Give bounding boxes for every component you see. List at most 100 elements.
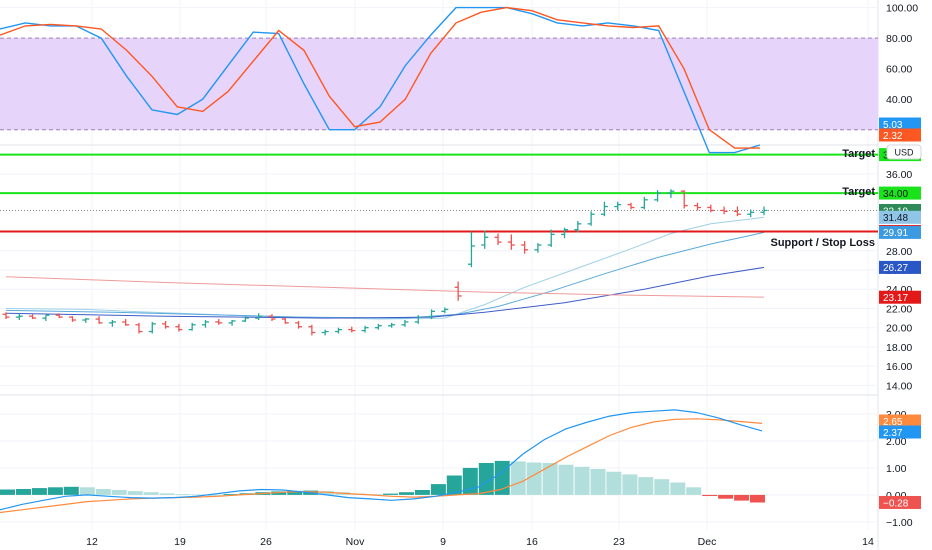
moving-average-ma_slow[interactable] [5,266,765,319]
macd-histogram-bar[interactable] [542,463,558,495]
ohlc-bar[interactable] [201,320,209,328]
ohlc-bar[interactable] [680,190,688,209]
ohlc-bar[interactable] [401,320,409,327]
macd-histogram-bar[interactable] [430,484,446,495]
ohlc-bar[interactable] [29,314,37,320]
ohlc-bar[interactable] [268,314,276,321]
ohlc-bar[interactable] [82,318,90,323]
ohlc-bar[interactable] [361,325,369,333]
macd-histogram-bar[interactable] [111,490,127,495]
ohlc-bar[interactable] [707,204,715,213]
macd-histogram-bar[interactable] [271,491,287,495]
ohlc-bar[interactable] [42,314,50,321]
ohlc-bar[interactable] [334,327,342,334]
macd-histogram-bar[interactable] [31,488,47,495]
macd-line[interactable] [0,409,763,511]
ohlc-bar[interactable] [760,206,768,216]
macd-histogram-bar[interactable] [159,493,175,495]
ohlc-bar[interactable] [15,313,23,320]
macd-histogram-bar[interactable] [383,493,398,495]
ohlc-bar[interactable] [720,206,728,215]
ohlc-bar[interactable] [374,323,382,330]
moving-average-ma_fast[interactable] [5,216,765,320]
ohlc-bar[interactable] [255,313,263,320]
macd-histogram-bar[interactable] [223,494,239,496]
ohlc-bar[interactable] [414,315,422,324]
ohlc-bar[interactable] [747,209,755,218]
macd-histogram-bar[interactable] [718,494,734,499]
ohlc-bar[interactable] [667,189,675,198]
macd-histogram-bar[interactable] [287,490,303,495]
macd-histogram-bar[interactable] [702,494,718,496]
ohlc-bar[interactable] [507,234,515,250]
ohlc-bar[interactable] [428,309,436,320]
ohlc-bar[interactable] [295,320,303,329]
ohlc-bar[interactable] [521,241,529,254]
ohlc-bar[interactable] [733,206,741,217]
ohlc-bar[interactable] [68,316,76,322]
macd-histogram-bar[interactable] [143,492,159,495]
ohlc-bar[interactable] [654,190,662,202]
macd-histogram-bar[interactable] [127,491,143,495]
ohlc-bar[interactable] [481,230,489,249]
macd-histogram-bar[interactable] [638,477,654,495]
ohlc-bar[interactable] [241,316,249,322]
price-panel[interactable] [0,153,878,336]
macd-histogram-bar[interactable] [606,471,622,495]
macd-histogram-bar[interactable] [319,491,335,495]
ohlc-bar[interactable] [441,307,449,314]
ohlc-bar[interactable] [587,211,595,226]
macd-histogram-bar[interactable] [399,492,414,495]
ohlc-bar[interactable] [600,201,608,217]
ohlc-bar[interactable] [175,323,183,332]
stochastic-panel[interactable] [0,6,878,154]
ohlc-bar[interactable] [694,202,702,211]
ohlc-bar[interactable] [215,319,223,325]
ohlc-bar[interactable] [2,312,10,320]
macd-histogram-bar[interactable] [574,466,590,495]
ohlc-bar[interactable] [281,318,289,324]
macd-histogram-bar[interactable] [207,494,223,496]
ohlc-bar[interactable] [574,220,582,233]
macd-histogram-bar[interactable] [95,489,111,495]
ohlc-bar[interactable] [614,201,622,211]
ohlc-bar[interactable] [348,326,356,333]
ohlc-bar[interactable] [228,320,236,326]
macd-histogram-bar[interactable] [558,464,574,495]
ohlc-bar[interactable] [467,231,475,268]
ohlc-bar[interactable] [534,243,542,253]
macd-histogram-bar[interactable] [526,462,542,495]
ohlc-bar[interactable] [494,233,502,245]
ohlc-bar[interactable] [547,229,555,247]
moving-average-ma_mid[interactable] [5,231,765,319]
ohlc-bar[interactable] [122,319,130,326]
macd-histogram-bar[interactable] [79,487,95,495]
ohlc-bar[interactable] [55,313,63,319]
ohlc-bar[interactable] [108,320,116,327]
macd-histogram-bar[interactable] [16,489,31,495]
stochastic-d-line[interactable] [0,6,760,149]
ohlc-bar[interactable] [148,321,156,334]
macd-histogram-bar[interactable] [510,461,526,495]
macd-histogram-bar[interactable] [446,475,462,495]
macd-histogram-bar[interactable] [63,486,79,495]
macd-histogram-bar[interactable] [750,494,765,503]
macd-histogram-bar[interactable] [686,487,702,495]
stochastic-k-line[interactable] [0,6,761,154]
macd-histogram-bar[interactable] [478,463,494,495]
ohlc-bar[interactable] [388,322,396,328]
macd-histogram-bar[interactable] [622,474,638,495]
macd-histogram-bar[interactable] [734,494,750,501]
macd-histogram-bar[interactable] [175,494,191,496]
macd-histogram-bar[interactable] [414,490,430,495]
ohlc-bar[interactable] [454,281,462,301]
moving-average-ma_long[interactable] [5,276,765,298]
currency-badge[interactable]: USD [886,144,922,160]
ohlc-bar[interactable] [308,324,316,336]
macd-panel[interactable] [0,409,765,514]
ohlc-bar[interactable] [95,316,103,324]
macd-histogram-bar[interactable] [654,479,670,495]
ohlc-bar[interactable] [135,322,143,334]
time-axis[interactable]: 12 19 26 Nov 9 16 23 Dec 14 [86,536,874,548]
